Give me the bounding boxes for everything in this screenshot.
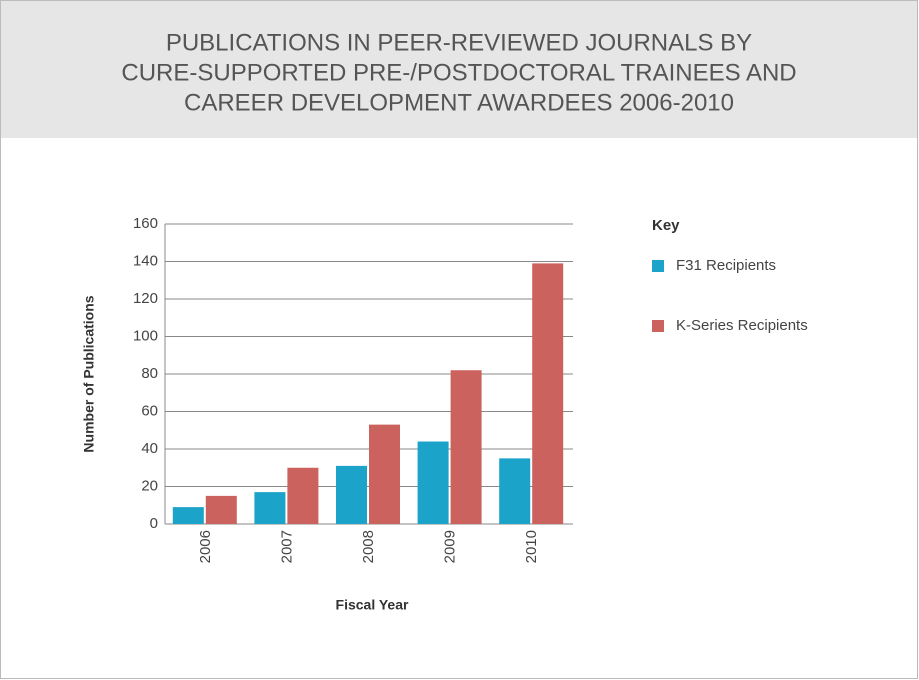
bar (417, 441, 449, 524)
x-tick-label: 2008 (360, 530, 377, 563)
y-tick-label: 160 (133, 215, 158, 232)
legend-swatch (652, 260, 664, 272)
bar (254, 492, 286, 524)
x-tick-label: 2010 (523, 530, 540, 563)
x-axis-label: Fiscal Year (336, 597, 409, 613)
bar (369, 424, 400, 524)
bar (205, 495, 237, 524)
legend-title: Key (652, 217, 680, 234)
y-tick-label: 80 (141, 365, 158, 382)
bar (499, 458, 531, 524)
bar (336, 465, 367, 524)
x-tick-label: 2009 (442, 530, 459, 563)
y-tick-label: 140 (133, 252, 158, 269)
legend-label: K-Series Recipients (676, 317, 808, 334)
legend-swatch (652, 320, 664, 332)
x-tick-label: 2007 (278, 530, 295, 563)
chart-title: CAREER DEVELOPMENT AWARDEES 2006-2010 (184, 89, 734, 116)
y-tick-label: 100 (133, 327, 158, 344)
y-tick-label: 40 (141, 440, 158, 457)
chart-title: CURE-SUPPORTED PRE-/POSTDOCTORAL TRAINEE… (121, 59, 796, 86)
y-tick-label: 20 (141, 477, 158, 494)
chart-title: PUBLICATIONS IN PEER-REVIEWED JOURNALS B… (166, 29, 752, 56)
y-tick-label: 120 (133, 290, 158, 307)
y-tick-label: 60 (141, 402, 158, 419)
bar (450, 370, 482, 524)
x-tick-label: 2006 (197, 530, 214, 563)
bar (287, 467, 319, 524)
bar (532, 263, 564, 524)
header-band (1, 1, 917, 138)
legend-label: F31 Recipients (676, 257, 776, 274)
y-axis-label: Number of Publications (81, 295, 97, 452)
y-tick-label: 0 (150, 515, 158, 532)
bar (172, 507, 204, 524)
